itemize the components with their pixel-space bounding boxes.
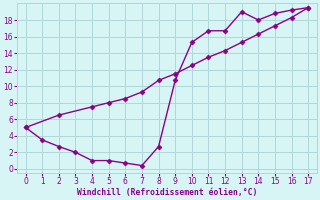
X-axis label: Windchill (Refroidissement éolien,°C): Windchill (Refroidissement éolien,°C) — [77, 188, 257, 197]
